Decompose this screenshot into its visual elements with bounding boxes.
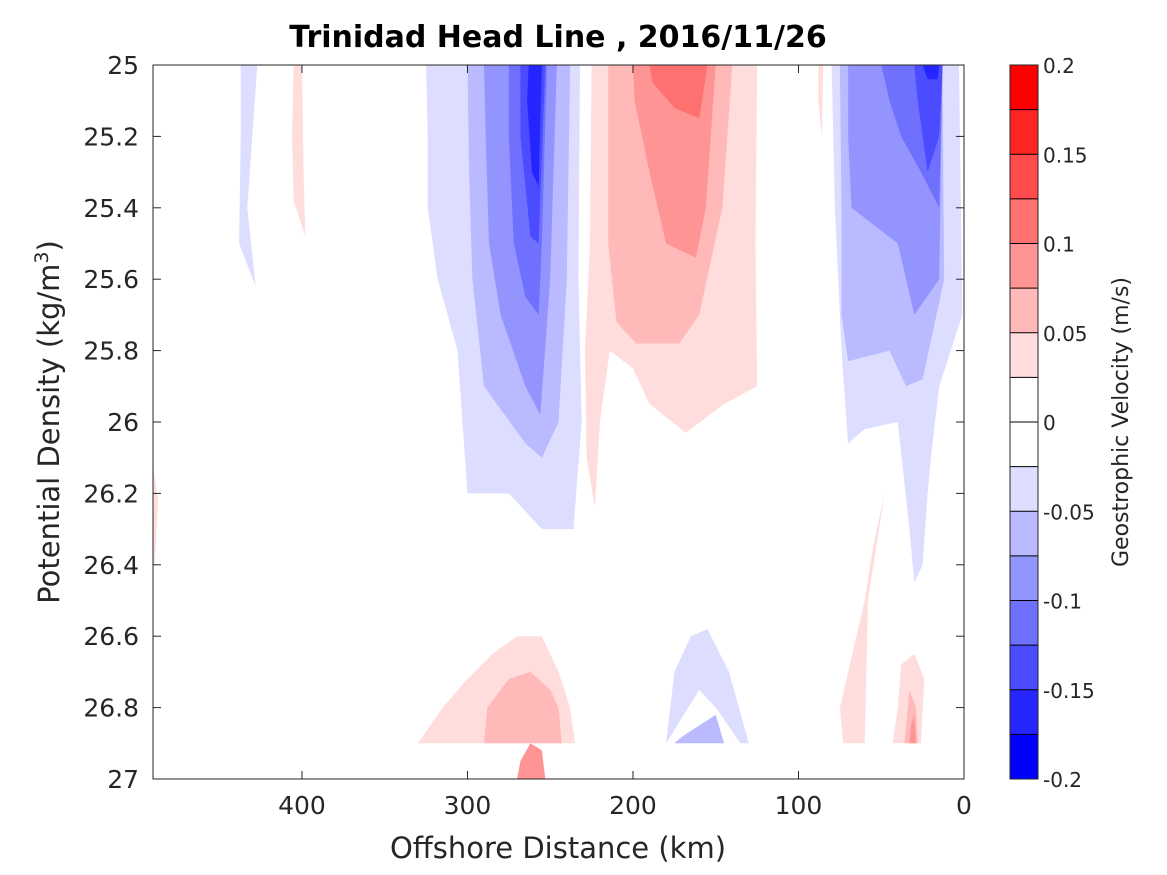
contour-region-18	[914, 65, 943, 173]
y-tick-label: 25	[107, 51, 139, 80]
colorbar-tick-label: -0.2	[1043, 768, 1082, 792]
y-tick-label: 26	[107, 408, 139, 437]
y-axis: 25 25.2 25.4 25.6 25.8 26 26.2 26.4 26.6 26.8 27	[83, 51, 964, 794]
contour-region-22	[484, 671, 562, 744]
colorbar-band	[1010, 288, 1038, 334]
colorbar-band	[1010, 422, 1038, 467]
contour-region-2	[153, 464, 158, 565]
contour-region-19	[922, 65, 940, 80]
y-tick-label: 26.2	[83, 479, 139, 508]
colorbar-tick-label: 0	[1043, 411, 1056, 435]
colorbar-band	[1010, 243, 1038, 289]
y-tick-label: 26.4	[83, 551, 139, 580]
x-tick-label: 400	[278, 791, 326, 820]
contour-region-13	[649, 65, 708, 119]
colorbar-band	[1010, 645, 1038, 691]
colorbar-band	[1010, 555, 1038, 601]
colorbar-band	[1010, 154, 1038, 200]
contour-region-25	[649, 629, 749, 779]
colorbar-band	[1010, 466, 1038, 512]
colorbar-band	[1010, 689, 1038, 735]
y-tick-label: 25.4	[83, 194, 139, 223]
y-tick-label: 25.8	[83, 337, 139, 366]
x-axis-title: Offshore Distance (km)	[390, 831, 726, 865]
colorbar	[1009, 64, 1039, 780]
contour-region-23	[517, 743, 546, 779]
colorbar-band	[1010, 511, 1038, 557]
contour-region-1	[292, 65, 306, 237]
colorbar-band	[1010, 377, 1038, 423]
y-axis-title-prefix: Potential Density (kg/m	[32, 264, 66, 604]
contour-region-29	[909, 714, 916, 744]
x-tick-label: 200	[609, 791, 657, 820]
colorbar-tick-label: 0.05	[1043, 322, 1088, 346]
colorbar-band	[1010, 198, 1038, 244]
contour-region-3	[818, 65, 824, 137]
y-tick-label: 26.8	[83, 694, 139, 723]
colorbar-band	[1010, 65, 1038, 110]
chart-title: Trinidad Head Line , 2016/11/26	[289, 20, 826, 55]
contour-region-20	[839, 493, 885, 744]
y-tick-label: 25.6	[83, 265, 139, 294]
colorbar-tick-label: -0.1	[1043, 590, 1082, 614]
colorbar-tick-label: 0.2	[1043, 54, 1075, 78]
x-tick-label: 100	[775, 791, 823, 820]
y-tick-label: 27	[107, 765, 139, 794]
colorbar-title: Geostrophic Velocity (m/s)	[1109, 277, 1134, 567]
x-tick-label: 300	[444, 791, 492, 820]
colorbar-tick-label: -0.05	[1043, 500, 1095, 524]
colorbar-tick-label: 0.1	[1043, 233, 1075, 257]
colorbar-band	[1010, 734, 1038, 780]
colorbar-tick-label: -0.15	[1043, 679, 1095, 703]
contour-region-0	[239, 65, 258, 287]
y-axis-title: Potential Density (kg/m3)	[31, 240, 66, 604]
contour-region-26	[674, 714, 724, 744]
colorbar-ticks: 0.2 0.15 0.1 0.05 0 -0.05 -0.1 -0.15 -0.2	[1043, 54, 1095, 792]
colorbar-tick-label: 0.15	[1043, 143, 1088, 167]
y-tick-label: 25.2	[83, 122, 139, 151]
colorbar-band	[1010, 109, 1038, 155]
contour-layer	[153, 65, 963, 779]
x-axis: 400 300 200 100 0	[278, 65, 972, 820]
colorbar-band	[1010, 332, 1038, 378]
y-axis-title-superscript: 3	[31, 251, 53, 263]
y-tick-label: 26.6	[83, 622, 139, 651]
y-axis-title-suffix: )	[32, 240, 66, 251]
contour-region-9	[527, 65, 542, 187]
colorbar-band	[1010, 600, 1038, 646]
x-tick-label: 0	[956, 791, 972, 820]
colorbar-frame	[1009, 64, 1039, 780]
